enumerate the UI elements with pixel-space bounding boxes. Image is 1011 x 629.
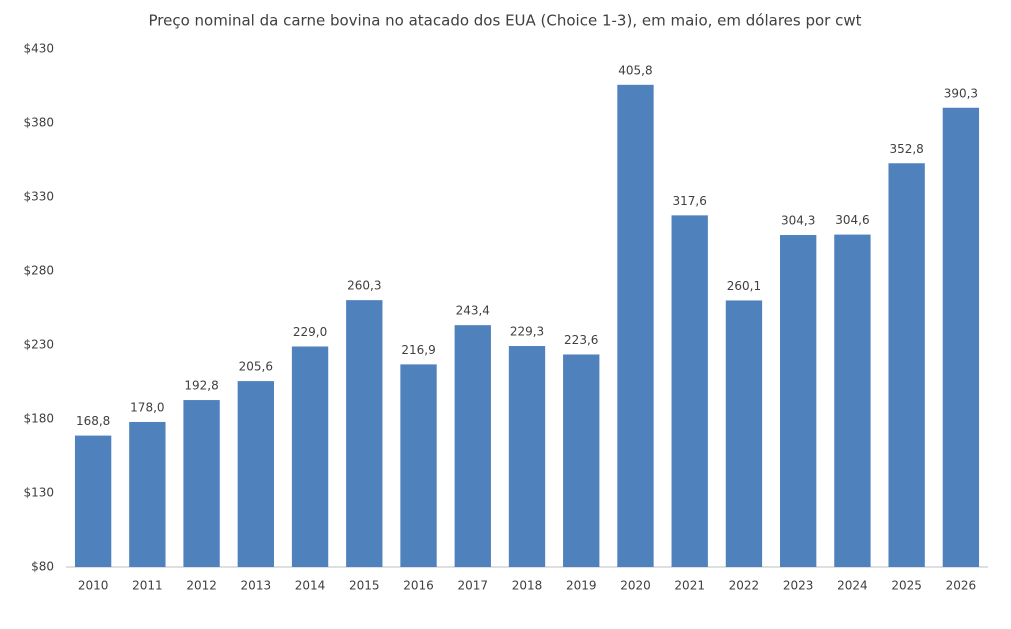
bar: [563, 354, 600, 567]
bar: [183, 400, 220, 567]
x-tick-label: 2018: [512, 579, 543, 593]
data-label: 390,3: [944, 86, 978, 100]
bar: [725, 300, 763, 567]
y-tick-label: $230: [23, 338, 54, 352]
y-tick-label: $180: [23, 412, 54, 426]
data-label: 205,6: [239, 360, 273, 374]
data-label: 304,6: [835, 213, 869, 227]
x-tick-label: 2022: [729, 579, 760, 593]
x-tick-label: 2019: [566, 579, 597, 593]
x-tick-label: 2011: [132, 579, 163, 593]
data-label: 223,6: [564, 333, 598, 347]
bar: [400, 364, 437, 567]
x-tick-label: 2010: [78, 579, 109, 593]
bar: [346, 300, 383, 567]
x-tick-label: 2015: [349, 579, 380, 593]
data-label: 260,1: [727, 279, 761, 293]
bar: [129, 421, 166, 567]
data-label: 317,6: [673, 194, 707, 208]
y-tick-label: $330: [23, 190, 54, 204]
y-tick-label: $80: [31, 560, 54, 574]
data-label: 229,3: [510, 325, 544, 339]
data-label: 352,8: [889, 142, 923, 156]
data-label: 168,8: [76, 414, 110, 428]
x-tick-label: 2012: [186, 579, 217, 593]
bar: [780, 235, 817, 567]
bar: [942, 107, 980, 568]
data-label: 229,0: [293, 325, 327, 339]
bar: [74, 435, 112, 567]
bar: [671, 215, 708, 568]
y-tick-label: $280: [23, 264, 54, 278]
data-label: 260,3: [347, 279, 381, 293]
data-label: 178,0: [130, 400, 164, 414]
y-tick-label: $380: [23, 116, 54, 130]
x-tick-label: 2017: [457, 579, 488, 593]
x-tick-label: 2024: [837, 579, 868, 593]
data-label: 216,9: [401, 343, 435, 357]
x-tick-label: 2026: [946, 579, 977, 593]
data-label: 243,4: [456, 304, 490, 318]
y-tick-label: $430: [23, 42, 54, 56]
y-tick-label: $130: [23, 486, 54, 500]
bar: [617, 84, 654, 567]
bar: [237, 381, 274, 567]
x-tick-label: 2016: [403, 579, 434, 593]
x-tick-label: 2014: [295, 579, 326, 593]
data-label: 304,3: [781, 214, 815, 228]
x-tick-label: 2013: [241, 579, 272, 593]
bar: [888, 163, 925, 568]
data-label: 405,8: [618, 63, 652, 77]
x-tick-label: 2025: [891, 579, 922, 593]
bar: [508, 346, 546, 567]
x-tick-label: 2023: [783, 579, 814, 593]
bar: [834, 234, 871, 568]
chart-title: Preço nominal da carne bovina no atacado…: [148, 12, 861, 30]
x-tick-label: 2021: [674, 579, 705, 593]
data-label: 192,8: [184, 379, 218, 393]
x-tick-label: 2020: [620, 579, 651, 593]
bar: [454, 325, 491, 567]
bar: [291, 346, 329, 567]
